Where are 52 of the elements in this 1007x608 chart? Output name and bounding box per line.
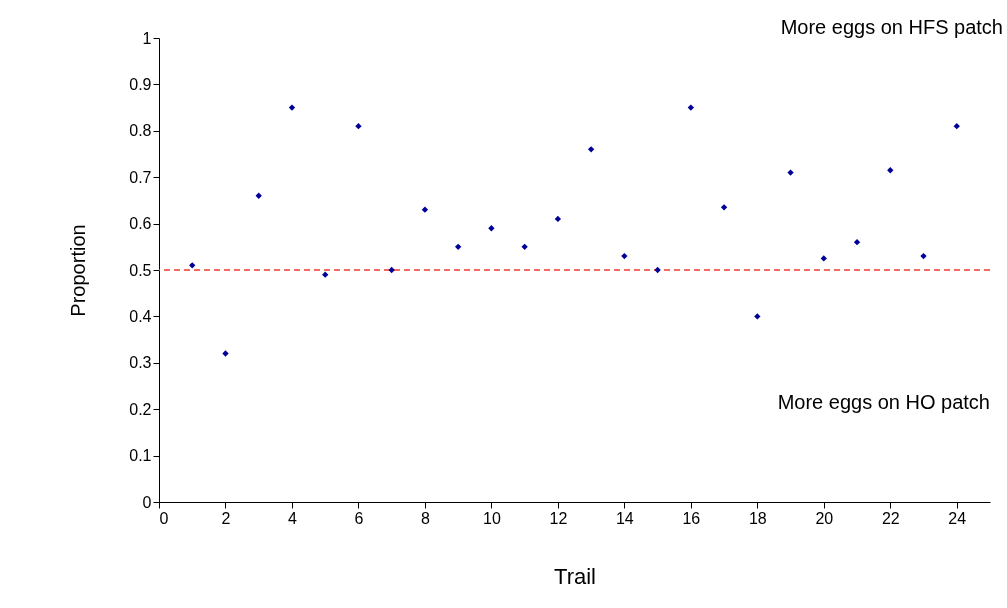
point xyxy=(920,252,927,260)
x-tick-label: 24 xyxy=(948,509,967,527)
point xyxy=(953,123,960,130)
x-tick-label: 0 xyxy=(159,509,169,527)
point xyxy=(455,243,462,250)
point xyxy=(687,104,694,111)
y-tick-label: 0.3 xyxy=(129,354,152,372)
x-tick-label: 20 xyxy=(815,509,834,527)
x-tick-label: 18 xyxy=(748,509,767,527)
y-tick-label: 0.7 xyxy=(129,168,152,186)
point xyxy=(587,146,595,153)
point xyxy=(322,271,329,278)
y-tick-label: 0.1 xyxy=(129,447,152,465)
point xyxy=(355,123,362,130)
annotation: More eggs on HO patch xyxy=(777,391,990,413)
y-tick-label: 0.8 xyxy=(129,122,152,140)
point xyxy=(189,262,196,269)
point xyxy=(820,255,827,262)
x-tick-label: 16 xyxy=(682,509,701,527)
y-tick-label: 0.2 xyxy=(129,400,152,418)
y-tick-label: 1 xyxy=(142,29,152,47)
x-tick-label: 2 xyxy=(221,509,231,527)
x-tick-label: 12 xyxy=(549,509,568,527)
point xyxy=(887,167,894,174)
x-tick-label: 22 xyxy=(881,509,900,527)
point xyxy=(421,206,429,213)
y-tick-label: 0 xyxy=(142,493,152,511)
y-tick-label: 0.6 xyxy=(129,215,152,233)
point xyxy=(853,239,861,246)
x-tick-label: 10 xyxy=(483,509,501,527)
point xyxy=(222,350,229,357)
point xyxy=(488,225,495,232)
point xyxy=(654,266,661,274)
x-tick-label: 4 xyxy=(288,509,298,527)
y-tick-label: 0.5 xyxy=(129,261,152,279)
point xyxy=(288,104,296,111)
point xyxy=(554,215,562,223)
point xyxy=(787,169,794,176)
point xyxy=(720,204,728,211)
y-axis-title: Proportion xyxy=(67,224,90,317)
text: More eggs on HFS patch xyxy=(780,16,1003,38)
y-tick-label: 0.4 xyxy=(129,307,152,325)
point xyxy=(255,192,262,199)
x-tick-label: 8 xyxy=(420,509,430,527)
y-tick-label: 0.9 xyxy=(129,75,152,93)
point xyxy=(621,252,628,260)
point xyxy=(388,266,395,274)
point xyxy=(754,313,761,320)
x-axis-title: Trail xyxy=(554,563,596,589)
x-tick-label: 14 xyxy=(615,509,634,527)
point xyxy=(521,243,528,250)
x-tick-label: 6 xyxy=(354,509,364,527)
